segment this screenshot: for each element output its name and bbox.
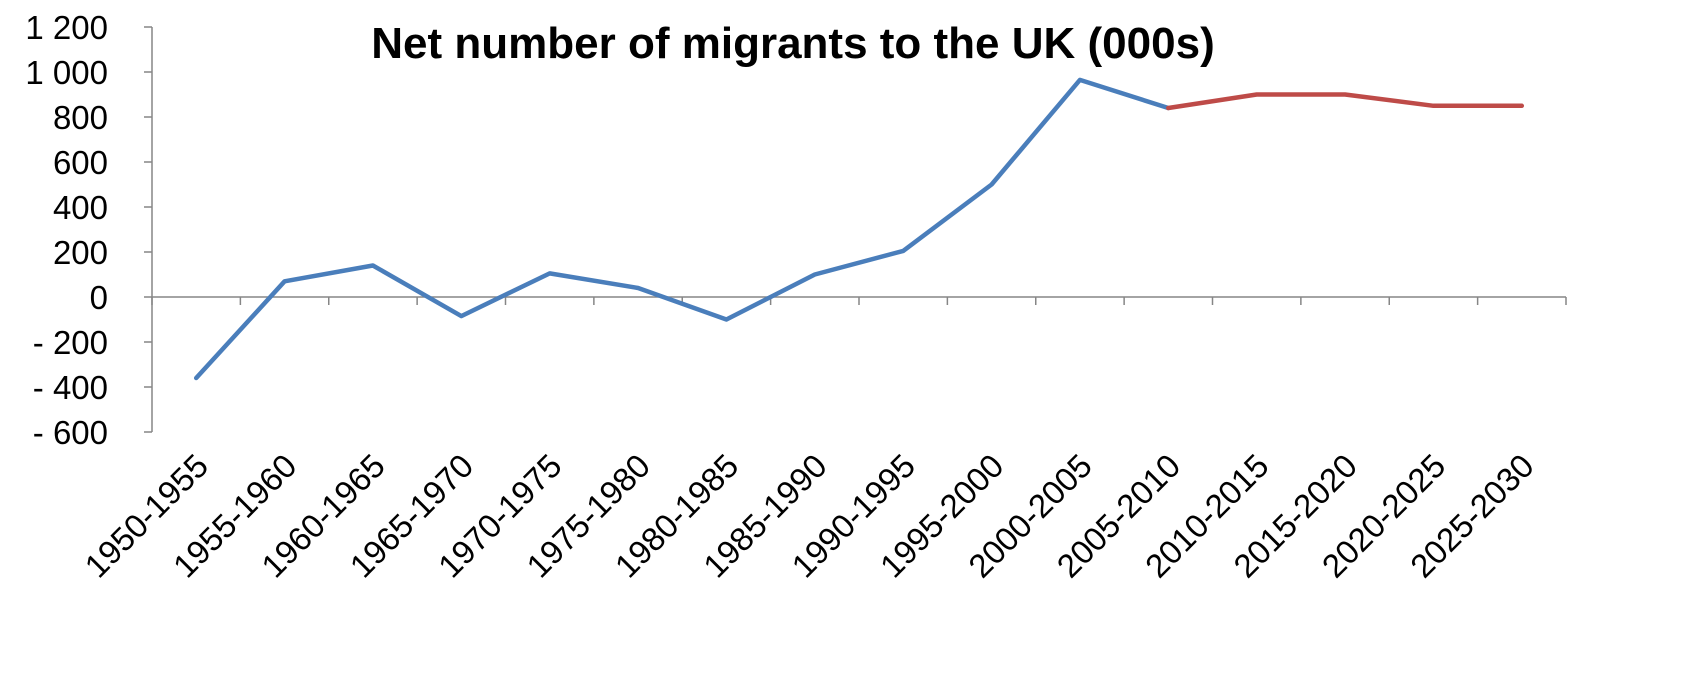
y-tick-label: 0 xyxy=(90,279,108,316)
y-tick-label: 600 xyxy=(53,144,108,181)
series-layer xyxy=(193,77,1525,381)
chart-title: Net number of migrants to the UK (000s) xyxy=(371,19,1214,68)
y-tick-label: - 400 xyxy=(33,369,108,406)
y-tick-label: 1 200 xyxy=(25,9,108,46)
x-axis: 1950-19551955-19601960-19651965-19701970… xyxy=(77,296,1567,585)
y-tick-label: 800 xyxy=(53,99,108,136)
y-tick-label: - 600 xyxy=(33,414,108,451)
y-axis: - 600 - 400 - 200 0 200 400 600 800 1 000 1 200 xyxy=(25,9,153,451)
y-tick-label: - 200 xyxy=(33,324,108,361)
series-line-1 xyxy=(193,77,1171,381)
y-tick-label: 400 xyxy=(53,189,108,226)
series-line-2 xyxy=(1166,92,1525,111)
y-tick-label: 1 000 xyxy=(25,54,108,91)
y-tick-label: 200 xyxy=(53,234,108,271)
